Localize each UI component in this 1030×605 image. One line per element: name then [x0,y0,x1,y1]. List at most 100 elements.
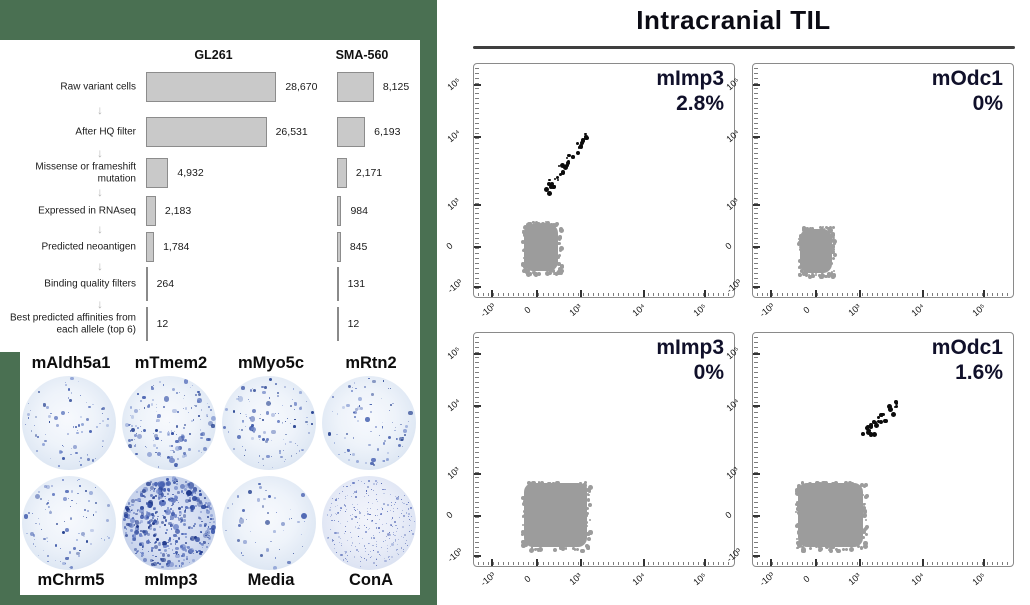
blob-edge-dot [800,481,805,485]
spot-dot [159,500,166,507]
spot-dot [125,422,130,427]
spot-dot [210,416,216,422]
spot-dot [388,538,390,540]
spot-dot [367,543,369,545]
spot-dot [200,419,202,421]
spot-dot [47,506,50,509]
spot-dot [153,495,155,498]
spot-dot [301,513,307,520]
spot-dot [162,516,166,520]
spot-dot [173,480,177,485]
spot-dot [27,511,30,514]
spot-dot [191,527,194,529]
spot-dot [49,458,51,460]
spot-dot [250,426,257,433]
spot-dot [207,534,210,537]
spot-dot [308,432,311,435]
spot-dot [34,434,38,437]
spot-dot [368,502,369,503]
blob-edge-dot [521,530,526,535]
blob-edge-dot [824,275,828,279]
x-axis-tick-label: 10⁴ [909,570,927,588]
x-axis-minor-ticks [757,561,1009,565]
spot-dot [156,407,158,409]
spot-dot [47,541,49,543]
spot-dot [237,523,242,528]
blob-edge-dot [545,220,548,224]
spot-dot [65,489,70,494]
spot-dot [130,542,133,544]
spot-dot [358,542,360,544]
spot-dot [153,544,158,549]
blob-edge-dot [797,510,802,516]
spot-dot [361,556,362,558]
spot-dot [376,482,377,484]
spot-dot [172,493,175,496]
spot-dot [64,382,66,384]
spot-dot [196,551,198,553]
spot-dot [276,420,280,424]
funnel-value-gl261: 28,670 [285,81,318,93]
spot-dot [180,517,184,521]
spot-dot [68,551,72,555]
spot-dot [86,458,90,461]
spot-dot [183,523,186,527]
blob-edge-dot [797,543,803,548]
spot-dot [127,509,131,513]
spot-dot [80,456,83,459]
arrow-down-icon: ↓ [97,145,103,160]
blob-edge-dot [836,548,841,554]
negative-population-blob [800,228,832,274]
positive-cluster-dot [549,181,555,186]
spot-dot [24,424,26,426]
blob-edge-dot [864,532,868,536]
spot-dot [360,481,362,482]
spot-dot [158,490,164,496]
y-axis-tick-label: 0 [444,240,455,252]
spot-dot [32,512,34,514]
spot-dot [346,508,348,510]
blob-edge-dot [521,543,526,548]
spot-dot [244,426,246,428]
blob-edge-dot [832,236,835,239]
spot-dot [338,497,339,499]
spot-dot [147,526,151,529]
spot-dot [80,464,83,467]
spot-dot [277,391,280,394]
x-axis-tick-label: 10⁴ [909,301,927,319]
spot-dot [338,492,340,494]
spot-dot [345,495,347,497]
spot-dot [327,514,329,516]
spot-dot [190,509,193,512]
blob-edge-dot [823,481,828,486]
spot-dot [208,507,212,511]
plot-antigen-label: mImp3 [656,336,724,359]
spot-dot [395,540,396,542]
spot-dot [177,517,180,519]
spot-dot [198,523,202,527]
spot-dot [365,417,370,422]
spot-dot [410,515,412,517]
blob-edge-dot [827,274,832,279]
spot-dot [387,533,390,536]
spot-dot [195,537,200,542]
x-axis-tick-label: -10³ [757,301,777,319]
spot-dot [368,543,370,545]
spot-dot [401,536,403,537]
spot-dot [167,560,172,565]
spot-dot [134,529,140,535]
spot-dot [365,493,367,494]
spot-dot [335,505,336,507]
y-axis-major-tick [474,515,481,518]
spot-dot [329,516,331,518]
spot-dot [184,453,188,458]
spot-dot [163,396,170,402]
elispot-well [122,376,216,470]
spot-dot [198,549,202,553]
spot-dot [145,481,151,487]
spot-dot [336,498,337,500]
spot-dot [205,414,208,417]
spot-dot [86,418,90,422]
spot-dot [360,407,364,411]
spot-dot [131,498,136,503]
